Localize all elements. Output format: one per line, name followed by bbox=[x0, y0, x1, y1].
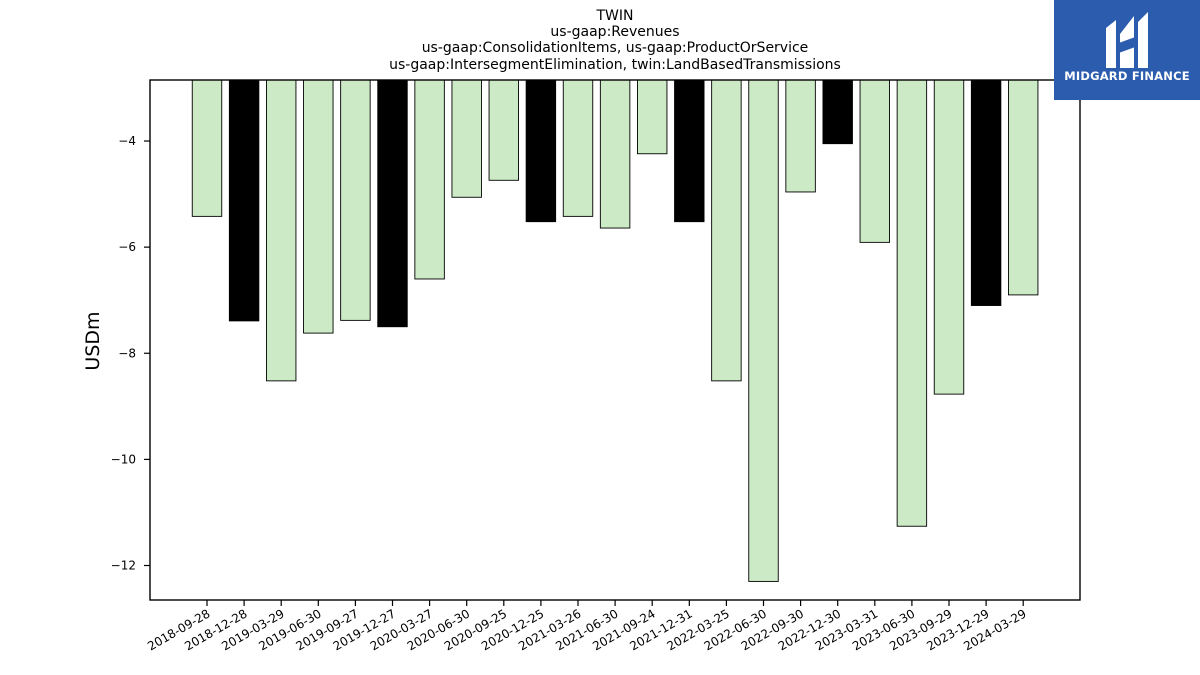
bar-2019-09-27 bbox=[340, 79, 371, 321]
bar-2020-03-27 bbox=[414, 79, 445, 280]
bar-2021-03-26 bbox=[562, 79, 594, 217]
bar-2022-12-30 bbox=[822, 79, 853, 145]
bar-2023-12-29 bbox=[970, 79, 1002, 306]
y-tick-label: −12 bbox=[111, 559, 136, 573]
y-tick-label: −4 bbox=[118, 134, 136, 148]
x-axis-ticks: 2018-09-282018-12-282019-03-292019-06-30… bbox=[145, 600, 1029, 653]
bar-2020-12-25 bbox=[525, 79, 557, 223]
bar-2019-06-30 bbox=[303, 79, 334, 334]
bar-2019-12-27 bbox=[377, 79, 408, 328]
title-line-1: TWIN bbox=[596, 8, 634, 24]
bar-2023-06-30 bbox=[896, 79, 928, 527]
bar-2018-12-28 bbox=[228, 79, 260, 322]
bar-2023-09-29 bbox=[933, 79, 965, 395]
plot-frame bbox=[149, 79, 1081, 601]
y-tick-label: −10 bbox=[111, 452, 136, 466]
y-axis-label: USDm bbox=[82, 311, 104, 370]
bar-2021-12-31 bbox=[674, 79, 705, 223]
chart-title: TWIN us-gaap:Revenues us-gaap:Consolidat… bbox=[389, 8, 841, 73]
bar-2022-06-30 bbox=[748, 79, 779, 582]
title-line-2: us-gaap:Revenues bbox=[550, 24, 679, 40]
y-tick-label: −6 bbox=[118, 240, 136, 254]
bar-2022-03-25 bbox=[711, 79, 742, 382]
y-axis-ticks: −4 −6 −8 −10 −12 bbox=[111, 134, 150, 573]
logo-mark-icon bbox=[1106, 12, 1148, 68]
y-tick-label: −8 bbox=[118, 346, 136, 360]
midgard-finance-logo: MIDGARD FINANCE bbox=[1054, 0, 1200, 100]
title-line-4: us-gaap:IntersegmentElimination, twin:La… bbox=[389, 57, 841, 73]
bar-2024-03-29 bbox=[1008, 79, 1039, 296]
bar-2020-09-25 bbox=[488, 79, 519, 181]
bar-2023-03-31 bbox=[859, 79, 890, 243]
bar-2020-06-30 bbox=[451, 79, 482, 198]
bar-2021-09-24 bbox=[637, 79, 668, 155]
bar-2022-09-30 bbox=[785, 79, 816, 193]
bar-2018-09-28 bbox=[191, 79, 223, 217]
bar-2021-06-30 bbox=[599, 79, 631, 229]
bar-2019-03-29 bbox=[266, 79, 297, 382]
bar-series bbox=[191, 79, 1039, 582]
title-line-3: us-gaap:ConsolidationItems, us-gaap:Prod… bbox=[422, 40, 809, 56]
logo-text: MIDGARD FINANCE bbox=[1064, 69, 1190, 83]
